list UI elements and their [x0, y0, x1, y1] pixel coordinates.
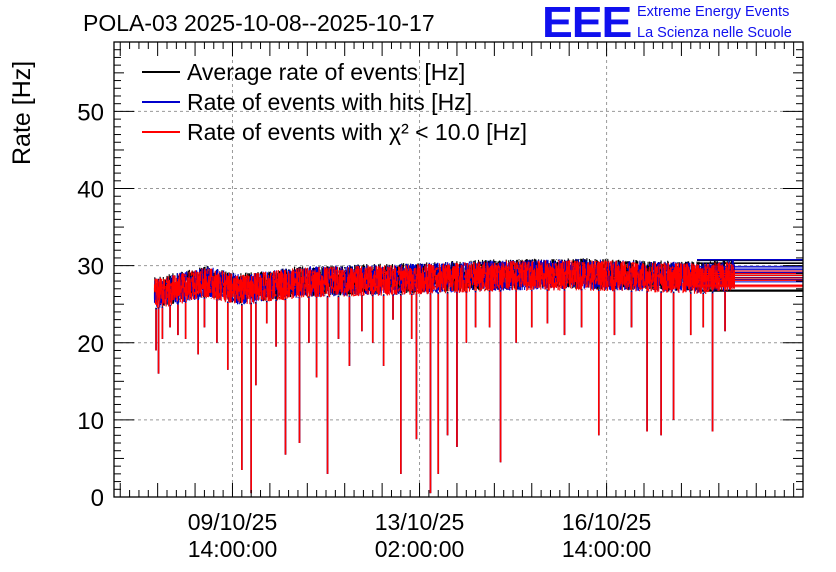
- y-tick-label: 40: [77, 177, 104, 204]
- y-tick-label: 20: [77, 331, 104, 358]
- x-tick-label-date: 16/10/25: [562, 509, 652, 535]
- legend-entry: Average rate of events [Hz]: [187, 59, 465, 85]
- y-tick-label: 50: [77, 99, 104, 126]
- plot-frame: [113, 41, 804, 498]
- x-tick-label-time: 14:00:00: [562, 536, 652, 562]
- x-tick-label-time: 14:00:00: [188, 536, 278, 562]
- x-tick-label-date: 13/10/25: [375, 509, 465, 535]
- y-tick-label: 10: [77, 408, 104, 435]
- y-axis-label: Rate [Hz]: [8, 61, 36, 165]
- chart-title: POLA-03 2025-10-08--2025-10-17: [83, 10, 435, 36]
- eee-logo: EEE: [542, 0, 632, 47]
- logo-line-2: La Scienza nelle Scuole: [637, 25, 792, 41]
- y-tick-label: 0: [91, 485, 104, 512]
- series-layer: [153, 258, 803, 494]
- axis-ticks: 0102030405009/10/2514:00:0013/10/2502:00…: [77, 41, 804, 562]
- logo-line-1: Extreme Energy Events: [637, 4, 790, 20]
- series-2: [153, 259, 803, 494]
- legend-entry: Rate of events with χ² < 10.0 [Hz]: [187, 119, 527, 145]
- x-tick-label-date: 09/10/25: [188, 509, 278, 535]
- legend-entry: Rate of events with hits [Hz]: [187, 89, 472, 115]
- series-trace: [153, 259, 735, 309]
- x-tick-label-time: 02:00:00: [375, 536, 465, 562]
- legend: Average rate of events [Hz] Rate of event…: [142, 59, 527, 145]
- y-tick-label: 30: [77, 254, 104, 281]
